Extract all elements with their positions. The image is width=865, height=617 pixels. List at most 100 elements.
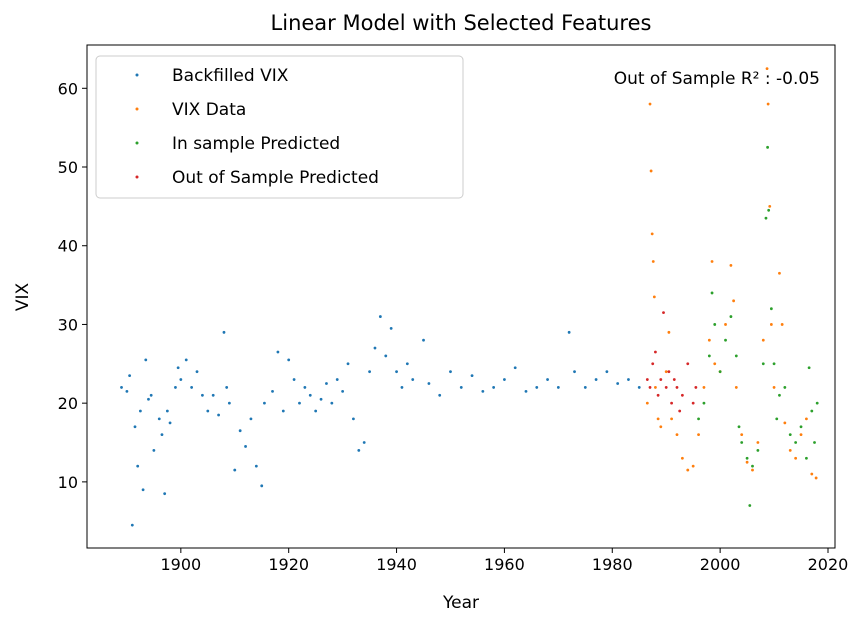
point — [686, 468, 690, 472]
point — [190, 386, 194, 389]
point — [449, 370, 452, 374]
point — [330, 401, 334, 405]
point — [691, 401, 695, 405]
point — [772, 362, 776, 366]
point — [605, 370, 609, 374]
point — [438, 393, 442, 397]
point — [745, 460, 749, 464]
point — [707, 354, 711, 358]
point — [654, 386, 657, 389]
point — [814, 476, 818, 480]
point — [368, 370, 371, 374]
point — [810, 409, 814, 413]
point — [729, 264, 733, 267]
y-tick-label: 20 — [58, 394, 78, 413]
point — [788, 448, 792, 452]
point — [729, 315, 733, 318]
point — [362, 441, 366, 444]
point — [141, 488, 145, 492]
point — [654, 350, 657, 354]
point — [667, 330, 671, 334]
point — [492, 386, 496, 389]
y-tick-label: 30 — [58, 315, 78, 334]
point — [710, 291, 714, 295]
point — [794, 456, 798, 460]
point — [176, 366, 180, 370]
legend-label: Backfilled VIX — [172, 66, 289, 86]
point — [680, 456, 684, 460]
point — [341, 389, 345, 393]
point — [766, 102, 770, 106]
point — [672, 378, 676, 381]
point — [130, 523, 134, 527]
y-tick-label: 40 — [58, 237, 78, 256]
point — [227, 401, 231, 405]
point — [678, 409, 682, 413]
point — [659, 378, 663, 381]
point — [815, 401, 819, 405]
point — [694, 386, 698, 389]
point — [128, 374, 132, 378]
x-tick-label: 1940 — [376, 555, 417, 574]
point — [314, 409, 318, 413]
point — [325, 382, 328, 385]
point — [664, 386, 668, 389]
point — [702, 386, 706, 389]
point — [670, 401, 673, 405]
point — [648, 102, 652, 106]
point — [697, 433, 700, 437]
point — [748, 504, 752, 507]
point — [222, 330, 226, 334]
point — [645, 401, 649, 405]
point — [713, 323, 717, 326]
point — [805, 456, 808, 460]
point — [352, 417, 355, 421]
point — [147, 397, 150, 401]
point — [751, 464, 754, 468]
point — [524, 389, 528, 393]
point — [772, 386, 776, 389]
point — [737, 425, 741, 429]
point — [650, 232, 654, 236]
point — [756, 441, 760, 444]
point — [263, 401, 266, 405]
point — [756, 448, 760, 452]
point — [783, 421, 787, 425]
point — [138, 409, 142, 413]
x-tick-label: 2020 — [808, 555, 849, 574]
point — [125, 389, 129, 393]
point — [637, 386, 641, 389]
point — [157, 417, 161, 421]
point — [174, 386, 177, 389]
point — [751, 468, 754, 472]
point — [195, 370, 199, 374]
legend-marker — [135, 107, 139, 111]
point — [249, 417, 253, 421]
legend-box — [95, 55, 464, 199]
legend-marker — [135, 73, 139, 77]
point — [556, 386, 560, 389]
point — [573, 370, 576, 374]
point — [769, 307, 773, 311]
point — [813, 441, 816, 444]
point — [761, 338, 765, 342]
point — [136, 464, 140, 468]
point — [778, 271, 781, 275]
point — [810, 472, 814, 476]
point — [649, 169, 653, 173]
point — [427, 382, 431, 385]
plot-frame — [86, 44, 836, 549]
point — [778, 393, 781, 397]
point — [734, 386, 738, 389]
point — [165, 409, 169, 413]
point — [652, 295, 656, 299]
point — [459, 386, 463, 389]
point — [766, 145, 769, 149]
point — [201, 393, 204, 397]
point — [780, 323, 784, 326]
point — [163, 492, 167, 496]
point — [659, 425, 663, 429]
y-axis-label: VIX — [13, 283, 33, 312]
point — [764, 216, 768, 220]
point — [244, 445, 247, 448]
